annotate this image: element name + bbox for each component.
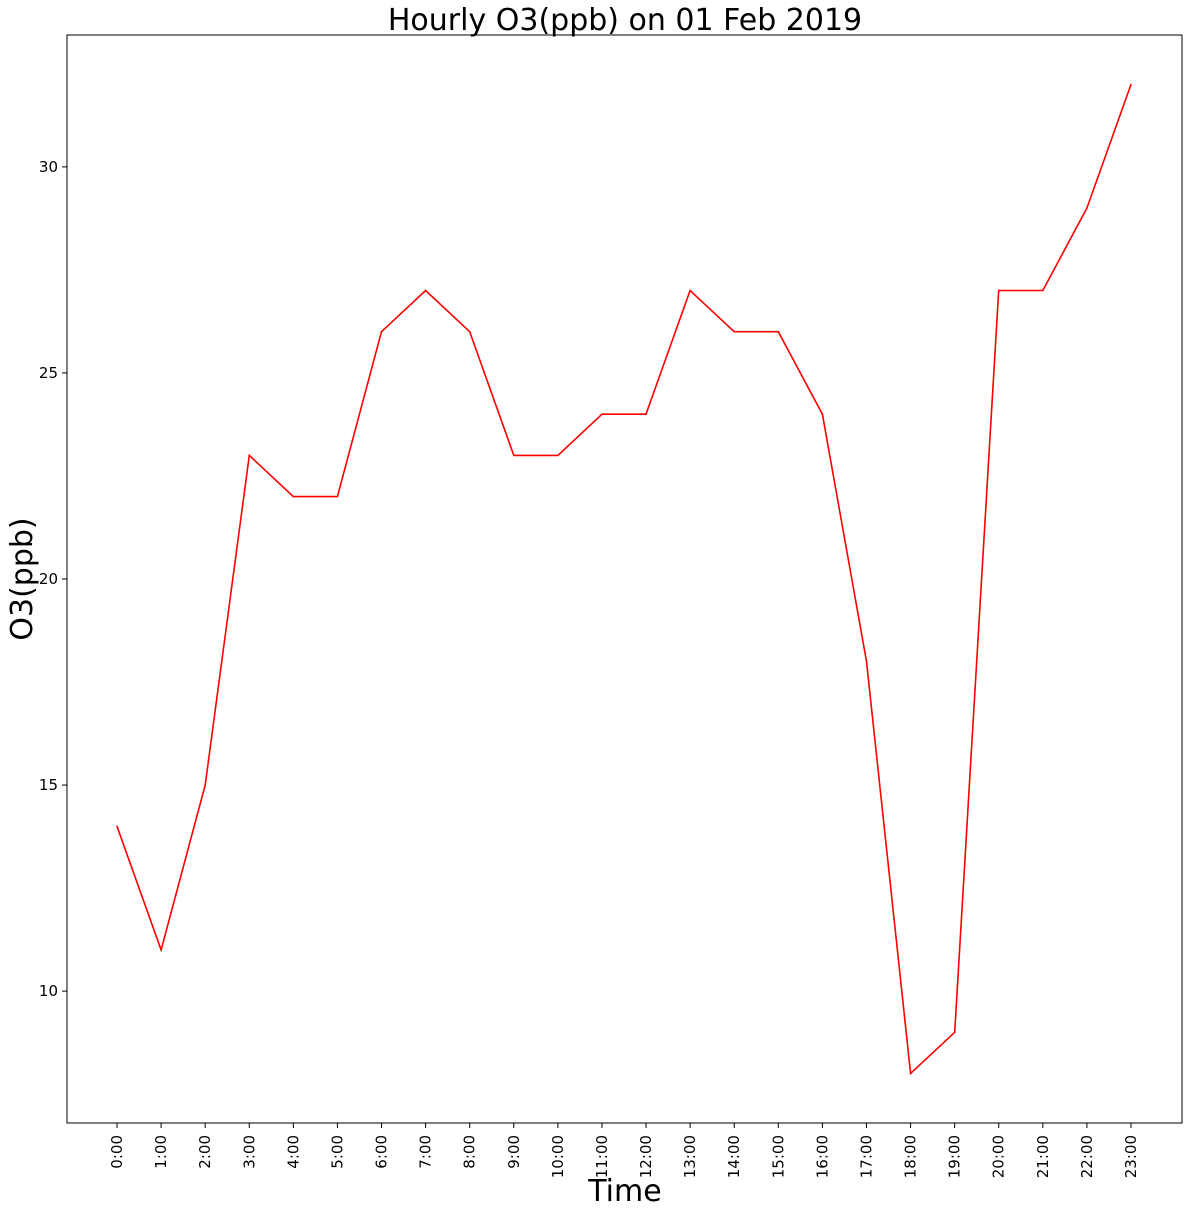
o3-data-point [1086,207,1088,209]
chart-title: Hourly O3(ppb) on 01 Feb 2019 [388,3,862,38]
o3-data-point [424,289,427,292]
o3-data-point [248,454,251,457]
x-tick-label: 15:00 [769,1135,787,1178]
o3-data-point [1130,83,1132,86]
o3-data-point [1042,289,1044,292]
x-tick-label: 10:00 [549,1135,567,1178]
x-tick-label: 22:00 [1078,1135,1096,1178]
x-tick-label: 17:00 [857,1135,875,1178]
o3-data-point [821,413,824,415]
x-tick-label: 14:00 [725,1135,743,1178]
o3-data-point [468,330,471,333]
y-tick-label: 10 [39,982,58,1000]
y-tick-label: 15 [39,776,58,794]
x-tick-label: 13:00 [681,1135,699,1178]
o3-series-line [116,84,1132,1076]
x-tick-label: 6:00 [373,1135,391,1169]
o3-data-point [997,289,1000,292]
x-tick-label: 11:00 [593,1135,611,1178]
x-axis: 0:00 1:00 2:00 3:00 4:00 5:00 6:00 7:00 8:00 9:00… [108,1123,1140,1178]
o3-data-point [557,454,559,457]
o3-data-point [909,1072,912,1075]
o3-data-point [865,660,868,663]
x-tick-label: 8:00 [461,1135,479,1169]
x-tick-label: 18:00 [902,1135,920,1178]
plot-area [116,83,1132,1076]
x-axis-label: Time [587,1174,661,1209]
y-axis-label: O3(ppb) [5,517,40,640]
x-tick-label: 5:00 [328,1135,346,1169]
o3-data-point [601,413,603,415]
o3-data-point [160,949,162,951]
x-tick-label: 0:00 [108,1135,126,1169]
o3-data-point [777,330,780,333]
o3-data-point [953,1031,956,1034]
y-tick-label: 20 [39,570,58,588]
x-tick-label: 12:00 [637,1135,655,1178]
x-tick-label: 7:00 [417,1135,435,1169]
x-tick-label: 3:00 [240,1135,258,1169]
y-axis: 10 15 20 25 30 [39,158,67,1000]
o3-data-point [204,784,206,786]
x-tick-label: 2:00 [196,1135,214,1169]
o3-data-point [292,495,295,498]
x-tick-label: 21:00 [1034,1135,1052,1178]
o3-data-point [336,495,339,498]
o3-data-point [645,413,647,415]
o3-data-point [733,330,736,333]
x-tick-label: 20:00 [990,1135,1008,1178]
y-tick-label: 30 [39,158,58,176]
o3-data-point [380,330,383,333]
x-tick-label: 23:00 [1122,1135,1140,1178]
x-tick-label: 4:00 [284,1135,302,1169]
y-tick-label: 25 [39,364,58,382]
o3-data-point [689,289,691,292]
x-tick-label: 19:00 [946,1135,964,1178]
o3-data-point [116,825,118,828]
o3-data-point [512,454,515,457]
x-tick-label: 9:00 [505,1135,523,1169]
x-tick-label: 16:00 [813,1135,831,1178]
x-tick-label: 1:00 [152,1135,170,1169]
